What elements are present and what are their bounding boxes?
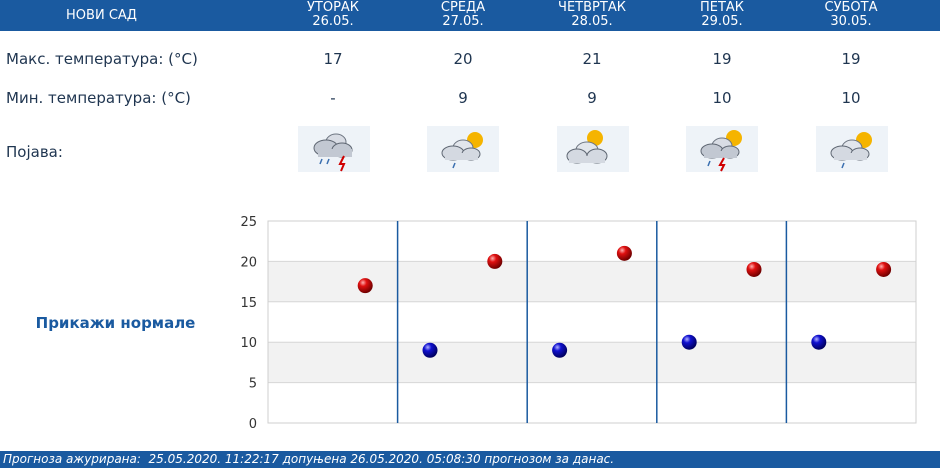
min-temp-4: 10 xyxy=(712,89,732,107)
min-temp-5: 10 xyxy=(841,89,861,107)
plot-border xyxy=(267,220,917,424)
min-temp-3: 9 xyxy=(587,89,597,107)
max-temp-5: 19 xyxy=(841,50,861,68)
y-tick-label: 15 xyxy=(240,296,257,311)
min-temp-2: 9 xyxy=(458,89,468,107)
max-temp-point xyxy=(616,245,632,261)
partly-cloudy-icon xyxy=(557,126,629,172)
show-normals-link[interactable]: Прикажи нормале xyxy=(35,314,196,332)
min-temp-point xyxy=(811,334,827,350)
day-date: 29.05. xyxy=(701,14,743,29)
day-name: УТОРАК xyxy=(306,0,360,15)
min-temp-label: Мин. температура: (°C) xyxy=(6,89,191,107)
day-name: СУБОТА xyxy=(824,0,878,15)
temperature-chart: 0 5 10 15 20 25 xyxy=(240,215,917,432)
phenomenon-label: Појава: xyxy=(6,143,63,161)
day-name: ПЕТАК xyxy=(699,0,745,15)
day-date: 26.05. xyxy=(312,14,354,29)
day-date: 27.05. xyxy=(442,14,484,29)
day-date: 28.05. xyxy=(571,14,613,29)
chart-band xyxy=(268,301,916,343)
max-temp-point xyxy=(487,253,503,269)
chart-band xyxy=(268,261,916,302)
min-temp-point xyxy=(552,342,568,358)
header-bar: НОВИ САД УТОРАК 26.05. СРЕДА 27.05. ЧЕТВ… xyxy=(0,0,940,31)
max-temp-point xyxy=(357,278,373,294)
y-tick-label: 25 xyxy=(240,215,257,230)
storm-sun-icon xyxy=(686,126,758,172)
partly-cloudy-rain-icon xyxy=(816,126,888,172)
max-temp-point xyxy=(876,261,892,277)
storm-rain-icon xyxy=(298,126,370,172)
day-name: СРЕДА xyxy=(440,0,486,15)
y-tick-label: 5 xyxy=(249,377,257,392)
max-temp-3: 21 xyxy=(582,50,602,68)
chart-band xyxy=(268,221,916,262)
day-header-1: УТОРАК 26.05. xyxy=(268,1,398,29)
y-tick-label: 20 xyxy=(240,255,257,270)
footer-update-info: Прогноза ажурирана: 25.05.2020. 11:22:17… xyxy=(0,451,940,468)
max-temp-2: 20 xyxy=(453,50,473,68)
max-temp-4: 19 xyxy=(712,50,732,68)
day-date: 30.05. xyxy=(830,14,872,29)
min-temp-point xyxy=(422,342,438,358)
day-name: ЧЕТВРТАК xyxy=(558,0,626,15)
min-temp-1: - xyxy=(330,89,336,107)
min-temp-point xyxy=(681,334,697,350)
max-temp-point xyxy=(746,261,762,277)
chart-band xyxy=(268,342,916,383)
chart-band xyxy=(268,382,916,423)
partly-cloudy-rain-icon xyxy=(427,126,499,172)
day-header-5: СУБОТА 30.05. xyxy=(786,1,916,29)
city-name: НОВИ САД xyxy=(66,8,137,23)
y-tick-label: 10 xyxy=(240,336,257,351)
day-header-4: ПЕТАК 29.05. xyxy=(657,1,787,29)
day-header-2: СРЕДА 27.05. xyxy=(398,1,528,29)
max-temp-1: 17 xyxy=(323,50,343,68)
day-header-3: ЧЕТВРТАК 28.05. xyxy=(527,1,657,29)
max-temp-label: Макс. температура: (°C) xyxy=(6,50,198,68)
y-tick-label: 0 xyxy=(249,417,257,432)
